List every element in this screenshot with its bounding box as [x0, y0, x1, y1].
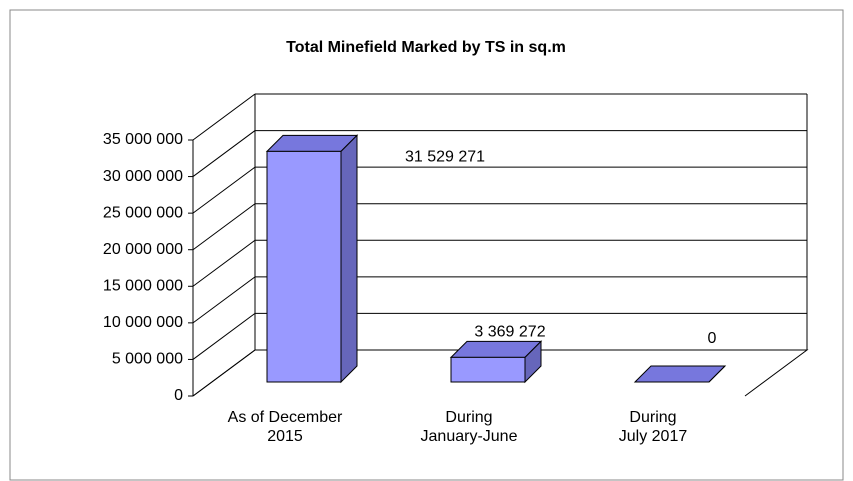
grid-diagonal	[192, 239, 256, 287]
data-label: 31 529 271	[405, 149, 485, 166]
x-tick-label: During January-June	[420, 409, 518, 445]
grid-diagonal	[192, 166, 256, 214]
y-tick-label: 10 000 000	[103, 314, 183, 331]
grid-diagonal	[192, 349, 256, 397]
bar-side	[708, 365, 726, 383]
grid-diagonal	[192, 203, 256, 251]
grid-diagonal	[192, 93, 256, 141]
grid-diagonal	[192, 313, 256, 360]
bar	[266, 150, 342, 383]
y-tick-label: 35 000 000	[103, 131, 183, 148]
chart-border	[9, 9, 844, 481]
y-tick-label: 20 000 000	[103, 241, 183, 258]
x-tick-label: As of December 2015	[227, 409, 343, 445]
x-tick-label: During July 2017	[618, 409, 688, 445]
chart-title: Total Minefield Marked by TS in sq.m	[286, 39, 566, 56]
y-tick-label: 15 000 000	[103, 278, 183, 295]
bar	[450, 356, 526, 383]
y-tick-label: 30 000 000	[103, 168, 183, 185]
data-label: 3 369 272	[474, 324, 545, 341]
bar-side	[340, 134, 358, 384]
y-tick-label: 5 000 000	[112, 351, 183, 368]
y-tick-label: 25 000 000	[103, 204, 183, 221]
grid-diagonal	[192, 130, 256, 177]
y-tick-label: 0	[174, 387, 183, 404]
data-label: 0	[708, 330, 717, 347]
grid-diagonal	[192, 276, 256, 324]
